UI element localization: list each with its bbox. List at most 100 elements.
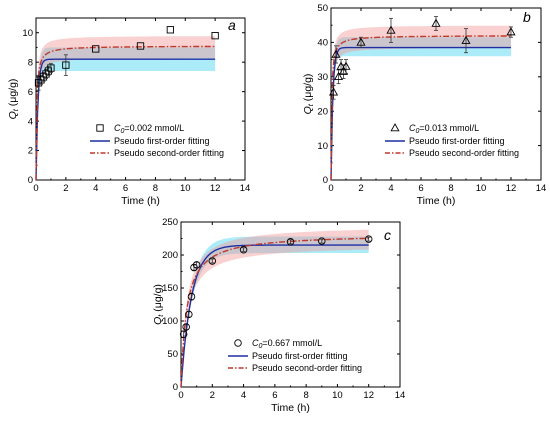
- data-point-marker: [461, 35, 471, 44]
- x-axis-label: Time (h): [121, 195, 160, 207]
- data-point-marker: [166, 26, 175, 34]
- panel-letter: c: [384, 227, 391, 243]
- y-tick-label: 8: [28, 57, 33, 68]
- x-tick-label: 4: [93, 183, 98, 194]
- data-point-marker: [208, 257, 217, 265]
- x-tick-label: 14: [240, 183, 251, 194]
- x-tick-label: 4: [241, 390, 246, 401]
- x-tick-label: 12: [210, 183, 221, 194]
- data-point-marker: [336, 61, 346, 70]
- data-point-marker: [185, 310, 193, 319]
- second-order-confidence-band: [331, 25, 511, 181]
- x-tick-label: 10: [476, 183, 487, 194]
- legend-marker: [390, 123, 400, 132]
- legend-second-order-label: Pseudo second-order fitting: [252, 363, 362, 373]
- y-tick-label: 0: [323, 175, 328, 186]
- x-tick-label: 12: [506, 183, 517, 194]
- legend-first-order-label: Pseudo first-order fitting: [114, 136, 210, 146]
- y-tick-label: 4: [28, 116, 33, 127]
- data-point-marker: [182, 323, 190, 331]
- data-point-marker: [239, 245, 248, 254]
- y-tick-label: 250: [162, 217, 178, 228]
- data-point-marker: [318, 237, 326, 245]
- y-tick-label: 20: [317, 106, 328, 117]
- y-tick-label: 10: [22, 28, 33, 39]
- x-tick-label: 8: [153, 183, 158, 194]
- legend-first-order-label: Pseudo first-order fitting: [252, 351, 348, 361]
- x-tick-label: 6: [123, 183, 128, 194]
- panel-letter: b: [523, 9, 531, 25]
- data-point-marker: [506, 27, 516, 36]
- second-order-fit-line: [35, 45, 216, 181]
- x-tick-label: 8: [448, 183, 453, 194]
- legend-second-order-label: Pseudo second-order fitting: [409, 148, 519, 158]
- x-tick-label: 6: [272, 390, 277, 401]
- data-point-marker: [341, 61, 351, 70]
- x-axis-label: Time (h): [417, 195, 456, 207]
- x-tick-label: 2: [358, 183, 363, 194]
- y-tick-label: 10: [317, 141, 328, 152]
- data-point-marker: [333, 71, 344, 81]
- chart-panel-c: 0 2 4 6 8 10 12 14 0 50 100 150 200 250 Time (h) Qt (μg…: [152, 217, 405, 414]
- y-axis-label: Qt (μg/g): [7, 79, 20, 120]
- y-tick-label: 50: [167, 349, 178, 360]
- y-tick-label: 2: [28, 146, 33, 157]
- x-tick-label: 8: [303, 390, 308, 401]
- y-tick-label: 150: [162, 283, 178, 294]
- y-tick-label: 30: [317, 72, 328, 83]
- first-order-fit-line: [330, 46, 511, 181]
- legend-concentration-label: C0=0.667 mmol/L: [252, 338, 322, 350]
- first-order-confidence-band: [181, 236, 369, 387]
- x-tick-label: 0: [328, 183, 333, 194]
- chart-panel-a: 0 2 4 6 8 10 12 14 0 2 4 6 8 10 Time (h) Qt (μg/g) a C0=0…: [7, 17, 250, 207]
- y-tick-label: 50: [317, 3, 328, 14]
- data-point-marker: [286, 238, 295, 246]
- data-point-marker: [328, 87, 339, 96]
- first-order-fit-line: [35, 58, 216, 181]
- data-point-marker: [356, 37, 366, 46]
- data-point-marker: [364, 235, 373, 243]
- legend-marker: [96, 124, 104, 132]
- x-tick-label: 14: [536, 183, 547, 194]
- data-point-marker: [331, 49, 341, 58]
- legend-concentration-label: C0=0.002 mmol/L: [114, 123, 184, 135]
- legend-first-order-label: Pseudo first-order fitting: [409, 136, 505, 146]
- data-point-marker: [179, 330, 188, 338]
- data-point-marker: [211, 32, 219, 40]
- y-tick-label: 200: [162, 250, 178, 261]
- x-tick-label: 0: [178, 390, 183, 401]
- second-order-fit-line: [180, 237, 369, 388]
- y-tick-label: 40: [317, 38, 328, 49]
- y-tick-label: 100: [162, 316, 178, 327]
- data-point-marker: [386, 25, 396, 34]
- data-point-marker: [431, 18, 441, 27]
- x-axis-label: Time (h): [271, 402, 310, 414]
- legend-marker: [234, 339, 242, 347]
- data-point-marker: [62, 61, 70, 69]
- panel-letter: a: [228, 17, 236, 33]
- x-tick-label: 14: [395, 390, 406, 401]
- first-order-fit-line: [180, 244, 369, 388]
- y-tick-label: 6: [28, 87, 33, 98]
- x-tick-label: 2: [210, 390, 215, 401]
- x-tick-label: 10: [332, 390, 343, 401]
- legend-second-order-label: Pseudo second-order fitting: [114, 148, 224, 158]
- y-tick-label: 0: [173, 382, 178, 393]
- x-tick-label: 0: [33, 183, 38, 194]
- x-tick-label: 2: [63, 183, 68, 194]
- x-tick-label: 12: [363, 390, 374, 401]
- y-tick-label: 0: [28, 175, 33, 186]
- data-point-marker: [338, 66, 349, 75]
- x-tick-label: 10: [180, 183, 191, 194]
- data-point-marker: [47, 64, 55, 72]
- x-tick-label: 6: [418, 183, 423, 194]
- y-axis-label: Qt (μg/g): [152, 284, 165, 325]
- x-tick-label: 4: [388, 183, 393, 194]
- data-point-marker: [192, 261, 201, 269]
- legend-concentration-label: C0=0.013 mmol/L: [409, 123, 479, 135]
